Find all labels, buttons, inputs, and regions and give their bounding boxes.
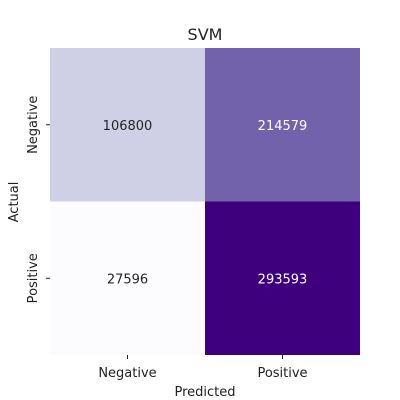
heatmap-cells (50, 48, 360, 355)
x-tick-label: Negative (98, 366, 156, 381)
heatmap-cell-value: 27596 (107, 272, 148, 287)
x-tick-label: Positive (257, 366, 307, 381)
chart-title: SVM (188, 25, 223, 44)
heatmap-cell-value: 293593 (258, 272, 308, 287)
x-axis-ticks: Negative Positive (98, 355, 308, 381)
y-axis-ticks: Negative Positive (26, 96, 50, 303)
y-tick-label: Negative (26, 96, 41, 154)
heatmap-cell (50, 201, 205, 355)
heatmap-cell (205, 201, 360, 355)
y-tick-label: Positive (26, 253, 41, 303)
heatmap-cell-value: 106800 (103, 119, 153, 134)
heatmap-cell-value: 214579 (258, 119, 308, 134)
y-axis-title: Actual (7, 182, 22, 223)
heatmap-cell (50, 48, 205, 202)
x-axis-title: Predicted (174, 385, 235, 400)
heatmap-cell (205, 48, 360, 202)
heatmap-cell-labels: 106800 214579 27596 293593 (103, 119, 308, 288)
